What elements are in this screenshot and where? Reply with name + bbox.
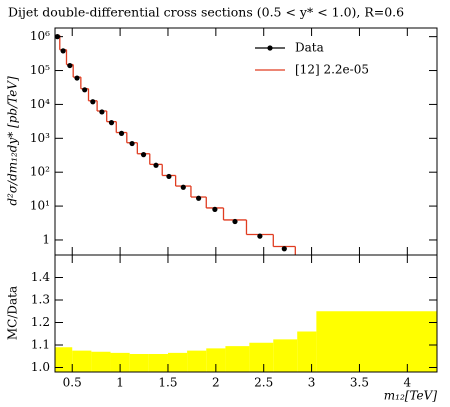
x-tick-label: 3.5	[350, 376, 369, 390]
y-tick-label: 10⁵	[30, 63, 50, 77]
data-point	[60, 48, 66, 54]
y-tick-label: 10²	[30, 165, 50, 179]
ratio-band	[316, 311, 437, 372]
x-tick-label: 4	[404, 376, 412, 390]
ratio-band	[91, 351, 111, 372]
data-point	[118, 130, 125, 136]
chart-title: Dijet double-differential cross sections…	[8, 5, 404, 20]
ratio-band	[273, 339, 298, 372]
x-tick-label: 1	[116, 376, 124, 390]
data-point	[140, 152, 147, 158]
ratio-band	[249, 342, 274, 372]
legend-label: Data	[295, 41, 324, 55]
x-tick-label: 3	[308, 376, 316, 390]
plot-area	[55, 311, 437, 372]
data-point	[74, 75, 80, 81]
data-point	[180, 184, 186, 190]
x-tick-label: 1.5	[158, 376, 177, 390]
data-point	[232, 218, 238, 225]
x-tick-label: 2	[212, 376, 220, 390]
plot-area	[55, 34, 296, 255]
ratio-band	[167, 352, 188, 372]
y-axis-label: d²σ/dm₁₂dy* [pb/TeV]	[6, 76, 20, 206]
ratio-band	[55, 347, 73, 372]
x-tick-label: 2.5	[254, 376, 273, 390]
ratio-band	[110, 352, 130, 372]
y-tick-label: 1	[42, 232, 50, 246]
ratio-band	[72, 350, 92, 372]
ratio-band	[297, 331, 317, 372]
data-point	[281, 246, 287, 252]
ratio-band	[129, 354, 149, 372]
y-tick-label: 1.2	[31, 315, 50, 329]
data-point	[67, 62, 73, 69]
legend-label: [12] 2.2e-05	[295, 63, 369, 77]
ratio-band	[225, 346, 250, 372]
y-tick-label: 10¹	[30, 199, 50, 213]
x-tick-label: 0.5	[63, 376, 82, 390]
data-point	[129, 140, 135, 147]
ratio-band	[187, 350, 207, 372]
frame	[54, 254, 438, 373]
y-tick-label: 1.1	[31, 338, 50, 352]
y-tick-label: 1.0	[31, 360, 50, 374]
y-tick-label: 10³	[30, 131, 50, 145]
legend-marker	[267, 45, 273, 51]
data-point	[212, 206, 218, 212]
data-point	[153, 162, 159, 168]
ratio-band	[148, 354, 168, 372]
y-tick-label: 1.4	[31, 270, 50, 284]
ratio-band	[206, 348, 226, 372]
data-point	[90, 99, 96, 105]
y-tick-label: 1.3	[31, 293, 50, 307]
x-axis-label: m₁₂[TeV]	[384, 389, 438, 403]
y-tick-label: 10⁴	[30, 97, 50, 111]
data-point	[108, 120, 115, 126]
data-point	[257, 233, 263, 239]
data-point	[99, 109, 105, 115]
data-point	[82, 87, 88, 93]
data-point	[166, 173, 172, 180]
y-tick-label: 10⁶	[30, 29, 50, 43]
data-point	[196, 195, 202, 201]
ratio-axis-label: MC/Data	[6, 286, 20, 340]
